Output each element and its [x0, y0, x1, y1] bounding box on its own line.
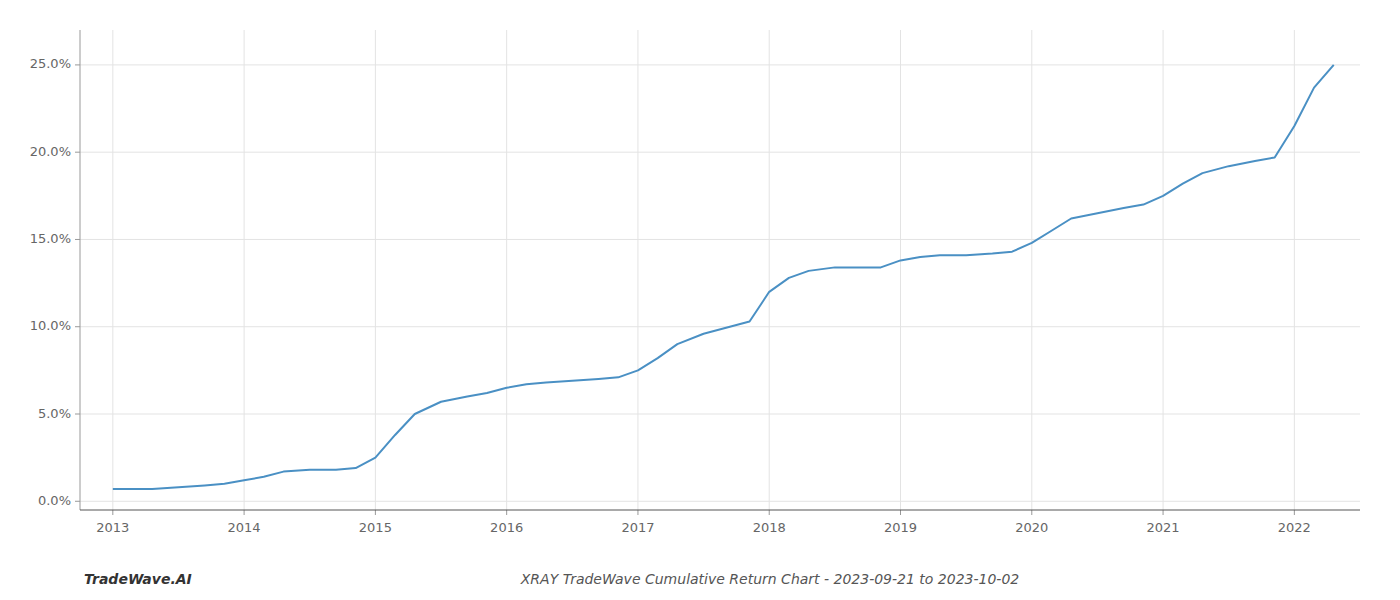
chart: 0.0% 5.0% 10.0% 15.0% 20.0% 25.0% 2013 2014 2015… [0, 0, 1400, 600]
x-grid-line [112, 30, 113, 510]
x-grid-line [1163, 30, 1164, 510]
x-tick-label: 2014 [228, 520, 261, 535]
y-tick-label: 20.0% [30, 144, 71, 159]
data-line [113, 65, 1334, 489]
y-tick [75, 414, 80, 415]
plot-area [113, 65, 1334, 489]
y-tick-label: 10.0% [30, 318, 71, 333]
y-axis-line [80, 30, 81, 510]
y-tick-label: 25.0% [30, 56, 71, 71]
y-grid-line [80, 239, 1360, 240]
x-grid-line [1031, 30, 1032, 510]
grid [80, 30, 1360, 510]
x-tick-label: 2013 [96, 520, 129, 535]
x-tick [244, 510, 245, 515]
x-tick-label: 2020 [1015, 520, 1048, 535]
y-tick [75, 152, 80, 153]
x-grid-line [900, 30, 901, 510]
x-tick-label: 2019 [884, 520, 917, 535]
axes: 0.0% 5.0% 10.0% 15.0% 20.0% 25.0% 2013 2014 2015… [30, 30, 1360, 535]
y-grid-line [80, 414, 1360, 415]
y-tick-label: 5.0% [38, 406, 71, 421]
y-grid-line [80, 152, 1360, 153]
x-tick [900, 510, 901, 515]
y-grid-line [80, 64, 1360, 65]
watermark: TradeWave.AI [84, 571, 192, 587]
x-tick-label: 2017 [621, 520, 654, 535]
x-tick-label: 2016 [490, 520, 523, 535]
x-tick-label: 2015 [359, 520, 392, 535]
x-grid-line [1294, 30, 1295, 510]
y-grid-line [80, 326, 1360, 327]
y-grid-line [80, 501, 1360, 502]
y-tick [75, 64, 80, 65]
x-tick [1294, 510, 1295, 515]
x-grid-line [375, 30, 376, 510]
y-tick [75, 239, 80, 240]
x-grid-line [637, 30, 638, 510]
x-grid-line [244, 30, 245, 510]
x-tick [1031, 510, 1032, 515]
y-tick [75, 501, 80, 502]
x-grid-line [769, 30, 770, 510]
x-tick [375, 510, 376, 515]
x-tick [769, 510, 770, 515]
x-tick [112, 510, 113, 515]
x-tick [637, 510, 638, 515]
x-tick-label: 2018 [753, 520, 786, 535]
y-tick-label: 0.0% [38, 493, 71, 508]
x-tick-label: 2022 [1278, 520, 1311, 535]
y-tick [75, 326, 80, 327]
title: XRAY TradeWave Cumulative Return Chart -… [520, 571, 1020, 587]
x-tick [506, 510, 507, 515]
y-tick-label: 15.0% [30, 231, 71, 246]
x-axis-line [80, 510, 1360, 511]
x-tick [1163, 510, 1164, 515]
x-tick-label: 2021 [1147, 520, 1180, 535]
x-grid-line [506, 30, 507, 510]
